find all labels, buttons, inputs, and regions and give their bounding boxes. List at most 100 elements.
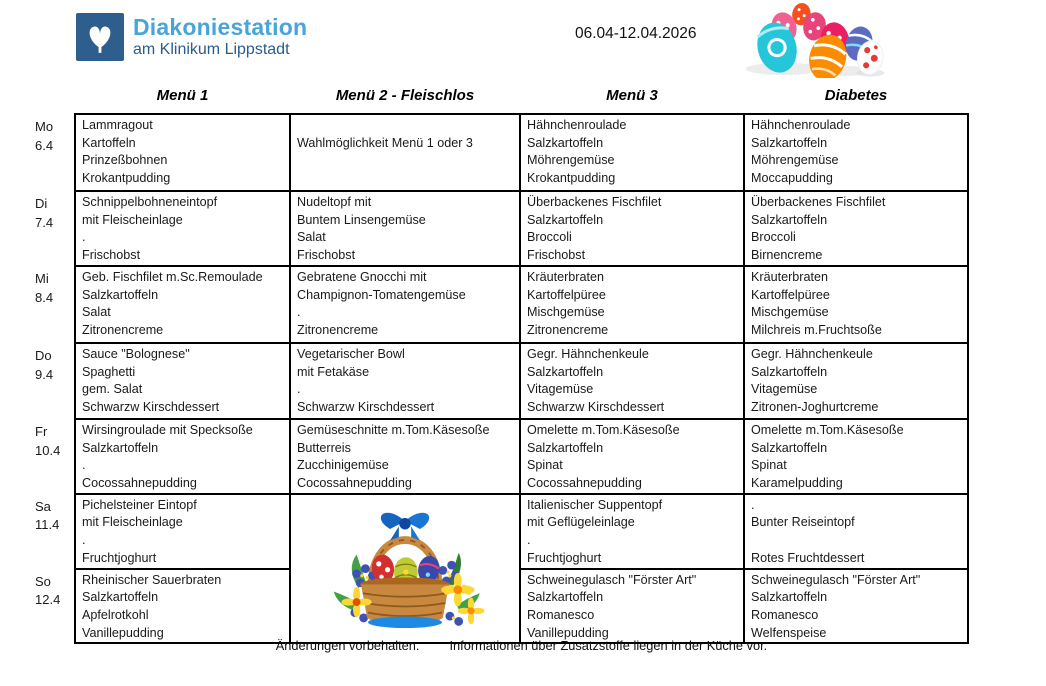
menu-cell-menu3: Hähnchenroulade Salzkartoffeln Möhrengemüs…	[519, 113, 745, 192]
menu-item-line: .	[82, 458, 86, 473]
menu-item-line: Kartoffeln	[82, 135, 136, 150]
menu-row-mo: Mo 6.4 Lammragout Kartoffeln Prinzeßbohnen Kr…	[33, 113, 969, 192]
menu-item-line: Birnencreme	[751, 248, 823, 263]
menu-cell-diabetes: Omelette m.Tom.Käsesoße Salzkartoffeln Spi…	[743, 418, 969, 495]
menu-item-line: Schwarzw Kirschdessert	[527, 400, 665, 415]
menu-item-line: .	[82, 230, 86, 245]
menu-item-line: Salzkartoffeln	[527, 364, 604, 379]
menu-item-line: Broccoli	[527, 230, 572, 245]
menu-item-line: Salzkartoffeln	[751, 212, 828, 227]
menu-item-line: mit Fleischeinlage	[82, 212, 183, 227]
menu-item-line: Vitagemüse	[527, 382, 594, 397]
logo: Diakoniestation am Klinikum Lippstadt	[76, 13, 307, 61]
menu-item-line: Kartoffelpüree	[527, 287, 606, 302]
menu-item-line: Hähnchenroulade	[751, 118, 851, 132]
day-date: 8.4	[35, 289, 54, 305]
menu-row-so: So 12.4 Rheinischer Sauerbraten Salzkartoff…	[33, 567, 969, 645]
menu-item-line: Welfenspeise	[751, 625, 827, 640]
menu-item-line: Prinzeßbohnen	[82, 153, 168, 168]
menu-item-line: Vanillepudding	[82, 625, 164, 640]
menu-item-line: Rotes Fruchtdessert	[751, 550, 865, 565]
easter-basket-image	[333, 512, 485, 629]
day-date: 10.4	[35, 442, 61, 458]
menu-item-line: Frischobst	[527, 248, 586, 263]
menu-item-line: Salzkartoffeln	[751, 590, 828, 605]
day-cell: Mo 6.4	[33, 114, 75, 191]
menu-item-line: Salzkartoffeln	[751, 135, 828, 150]
menu-item-line: Spinat	[751, 458, 787, 473]
menu-cell-menu1: Wirsingroulade mit Specksoße Salzkartoffe…	[74, 418, 291, 495]
menu-cell-diabetes: Gegr. Hähnchenkeule Salzkartoffeln Vitagem…	[743, 342, 969, 420]
menu-item-line: Salzkartoffeln	[527, 440, 604, 455]
menu-item-line: Salat	[297, 230, 326, 245]
menu-item-line: Fruchtjoghurt	[527, 550, 602, 565]
logo-title: Diakoniestation	[133, 14, 308, 40]
menu-cell-menu3: Überbackenes Fischfilet Salzkartoffeln Bro…	[519, 190, 745, 267]
menu-item-line: Schwarzw Kirschdessert	[82, 400, 220, 415]
menu-item-line: Geb. Fischfilet m.Sc.Remoulade	[82, 270, 263, 284]
day-label: Fr	[35, 424, 48, 439]
menu-cell-diabetes: Überbackenes Fischfilet Salzkartoffeln Bro…	[743, 190, 969, 267]
menu-row-mi: Mi 8.4 Geb. Fischfilet m.Sc.Remoulade Salzk…	[33, 265, 969, 344]
menu-item-line: mit Fleischeinlage	[82, 515, 183, 530]
menu-item-line: Karamelpudding	[751, 476, 843, 491]
menu-item-line	[297, 117, 517, 135]
menu-row-sa: Sa 11.4 Pichelsteiner Eintopf mit Fleischei…	[33, 492, 969, 645]
day-cell: Fr 10.4	[33, 419, 75, 494]
menu-cell-menu2: Wahlmöglichkeit Menü 1 oder 3	[289, 113, 521, 192]
menu-item-line: Wirsingroulade mit Specksoße	[82, 423, 253, 437]
day-label: So	[35, 573, 51, 589]
menu-item-line: Mischgemüse	[527, 305, 605, 320]
menu-item-line: Zucchinigemüse	[297, 458, 389, 473]
menu-item-line: Apfelrotkohl	[82, 607, 149, 622]
menu-item-line: Nudeltopf mit	[297, 195, 372, 209]
day-label: Do	[35, 348, 52, 363]
menu-item-line: Schnippelbohneneintopf	[82, 195, 218, 209]
menu-cell-menu3: Kräuterbraten Kartoffelpüree Mischgemüse Zi…	[519, 265, 745, 344]
menu-item-line: mit Fetakäse	[297, 364, 370, 379]
menu-row-do: Do 9.4 Sauce "Bolognese" Spaghetti gem. Sala…	[33, 342, 969, 420]
menu-item-line: Salzkartoffeln	[82, 590, 159, 605]
date-range: 06.04-12.04.2026	[575, 25, 697, 42]
menu-item-line: Kräuterbraten	[751, 270, 829, 284]
menu-item-line: Wahlmöglichkeit Menü 1 oder 3	[297, 135, 473, 150]
logo-subtitle: am Klinikum Lippstadt	[133, 41, 290, 58]
menu-item-line: Salzkartoffeln	[527, 212, 604, 227]
menu-cell-menu1: Lammragout Kartoffeln Prinzeßbohnen Krokant…	[74, 113, 291, 192]
day-cell: Sa 11.4	[33, 494, 75, 569]
menu-item-line: mit Geflügeleinlage	[527, 515, 635, 530]
easter-basket-cell	[289, 492, 521, 645]
menu-item-line	[297, 152, 517, 170]
menu-item-line: Champignon-Tomatengemüse	[297, 287, 466, 302]
menu-item-line: Salat	[82, 305, 111, 320]
menu-item-line: Buntem Linsengemüse	[297, 212, 426, 227]
day-date: 12.4	[35, 592, 61, 607]
menu-item-line: Gemüseschnitte m.Tom.Käsesoße	[297, 423, 490, 437]
menu-item-line: Kartoffelpüree	[751, 287, 830, 302]
column-header-menu1: Menü 1	[156, 87, 209, 104]
menu-item-line: Romanesco	[527, 607, 595, 622]
menu-item-line: gem. Salat	[82, 382, 143, 397]
menu-item-line: Salzkartoffeln	[82, 440, 159, 455]
footer-note-additives: Informationen über Zusatzstoffe liegen i…	[449, 638, 768, 653]
menu-item-line: Möhrengemüse	[527, 153, 615, 168]
menu-item-line: Italienischer Suppentopf	[527, 497, 663, 512]
footer-note-changes: Änderungen vorbehalten.	[275, 638, 420, 653]
menu-item-line: Spaghetti	[82, 364, 136, 379]
menu-item-line: Cocossahnepudding	[527, 476, 642, 491]
menu-item-line: Kräuterbraten	[527, 270, 605, 284]
menu-item-line: Sauce "Bolognese"	[82, 347, 190, 361]
menu-item-line: Zitronencreme	[297, 323, 379, 338]
footer-note: Änderungen vorbehalten. Informationen übe…	[75, 638, 968, 653]
menu-item-line: Überbackenes Fischfilet	[527, 195, 662, 209]
menu-item-line: Pichelsteiner Eintopf	[82, 497, 197, 512]
menu-cell-menu2: Vegetarischer Bowl mit Fetakäse. Schwarzw …	[289, 342, 521, 420]
menu-item-line: Moccapudding	[751, 171, 833, 186]
menu-cell-menu2: Gemüseschnitte m.Tom.Käsesoße Butterreis Z…	[289, 418, 521, 495]
menu-item-line: Salzkartoffeln	[527, 590, 604, 605]
column-header-diabetes: Diabetes	[824, 87, 888, 104]
day-date: 7.4	[35, 214, 54, 230]
menu-item-line: Bunter Reiseintopf	[751, 515, 855, 530]
menu-cell-menu2: Nudeltopf mit Buntem Linsengemüse Salat Fri…	[289, 190, 521, 267]
